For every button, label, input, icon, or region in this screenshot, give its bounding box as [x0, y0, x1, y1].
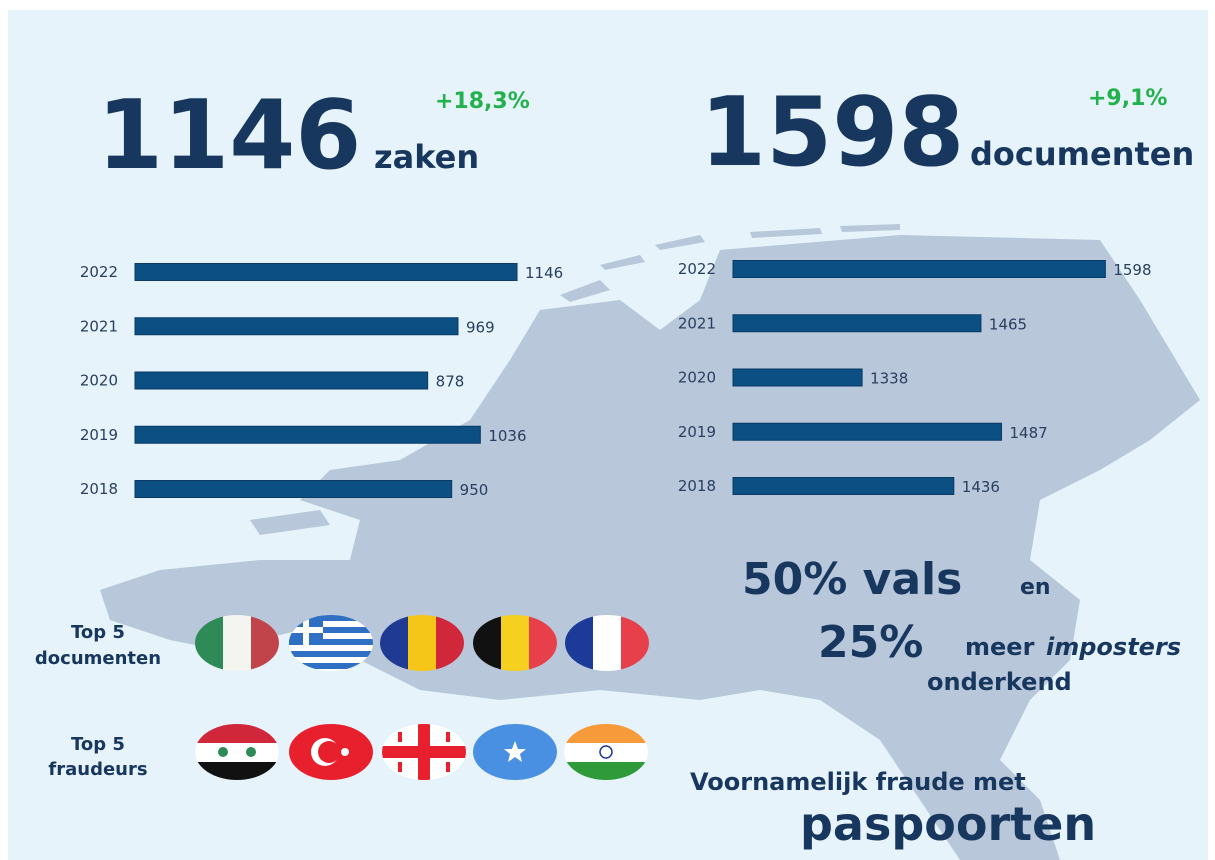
cases-number: 1146 [97, 81, 361, 191]
bar [732, 477, 955, 495]
bar [732, 422, 1003, 441]
y-tick-label: 2019 [678, 423, 716, 441]
y-tick-label: 2022 [678, 260, 716, 278]
flag [289, 615, 373, 671]
bar [732, 260, 1106, 278]
flag [473, 724, 557, 780]
flag [564, 724, 648, 780]
documents-change: +9,1% [1088, 86, 1167, 111]
flag [565, 615, 649, 671]
top5-fraud-line: fraudeurs [48, 759, 147, 780]
top5-docs-line: Top 5 [71, 622, 125, 643]
joiner: en [1020, 575, 1051, 600]
bar [732, 368, 863, 387]
y-tick-label: 2021 [80, 317, 118, 335]
value-label: 1487 [1010, 424, 1048, 442]
bar [134, 480, 453, 498]
value-label: 1465 [989, 315, 1027, 333]
more: meer [965, 633, 1035, 661]
documents-unit: documenten [970, 135, 1194, 173]
flag [473, 615, 557, 671]
flag [195, 615, 279, 671]
bar [134, 263, 518, 281]
flags-documents [195, 615, 649, 671]
flag [195, 724, 279, 780]
footer-emphasis: paspoorten [800, 797, 1096, 851]
imposters: imposters [1046, 633, 1181, 661]
bar [134, 425, 481, 444]
flag [380, 615, 464, 671]
flag [289, 724, 373, 780]
footer-line: Voornamelijk fraude met [690, 768, 1026, 796]
value-label: 1146 [525, 264, 563, 282]
y-tick-label: 2020 [80, 372, 118, 390]
bar [134, 371, 429, 390]
bar [134, 317, 459, 336]
value-label: 878 [436, 373, 465, 391]
value-label: 950 [460, 481, 489, 499]
y-tick-label: 2021 [678, 314, 716, 332]
cases-change: +18,3% [435, 89, 530, 114]
flag [382, 724, 466, 780]
top5-fraud-line: Top 5 [71, 734, 125, 755]
false-pct: 50% vals [742, 554, 962, 605]
value-label: 1338 [870, 370, 908, 388]
y-tick-label: 2018 [80, 480, 118, 498]
bar [732, 314, 982, 333]
y-tick-label: 2018 [678, 477, 716, 495]
top5-docs-line: documenten [35, 648, 161, 669]
y-tick-label: 2022 [80, 263, 118, 281]
flags-fraudsters [195, 724, 648, 780]
map [100, 224, 1200, 860]
y-tick-label: 2019 [80, 426, 118, 444]
value-label: 969 [466, 318, 495, 336]
documents-number: 1598 [700, 78, 964, 188]
imposters-pct: 25% [818, 617, 923, 668]
value-label: 1436 [962, 478, 1000, 496]
value-label: 1036 [488, 427, 526, 445]
value-label: 1598 [1113, 261, 1151, 279]
y-tick-label: 2020 [678, 369, 716, 387]
recognized: onderkend [927, 668, 1072, 696]
cases-unit: zaken [374, 138, 479, 176]
